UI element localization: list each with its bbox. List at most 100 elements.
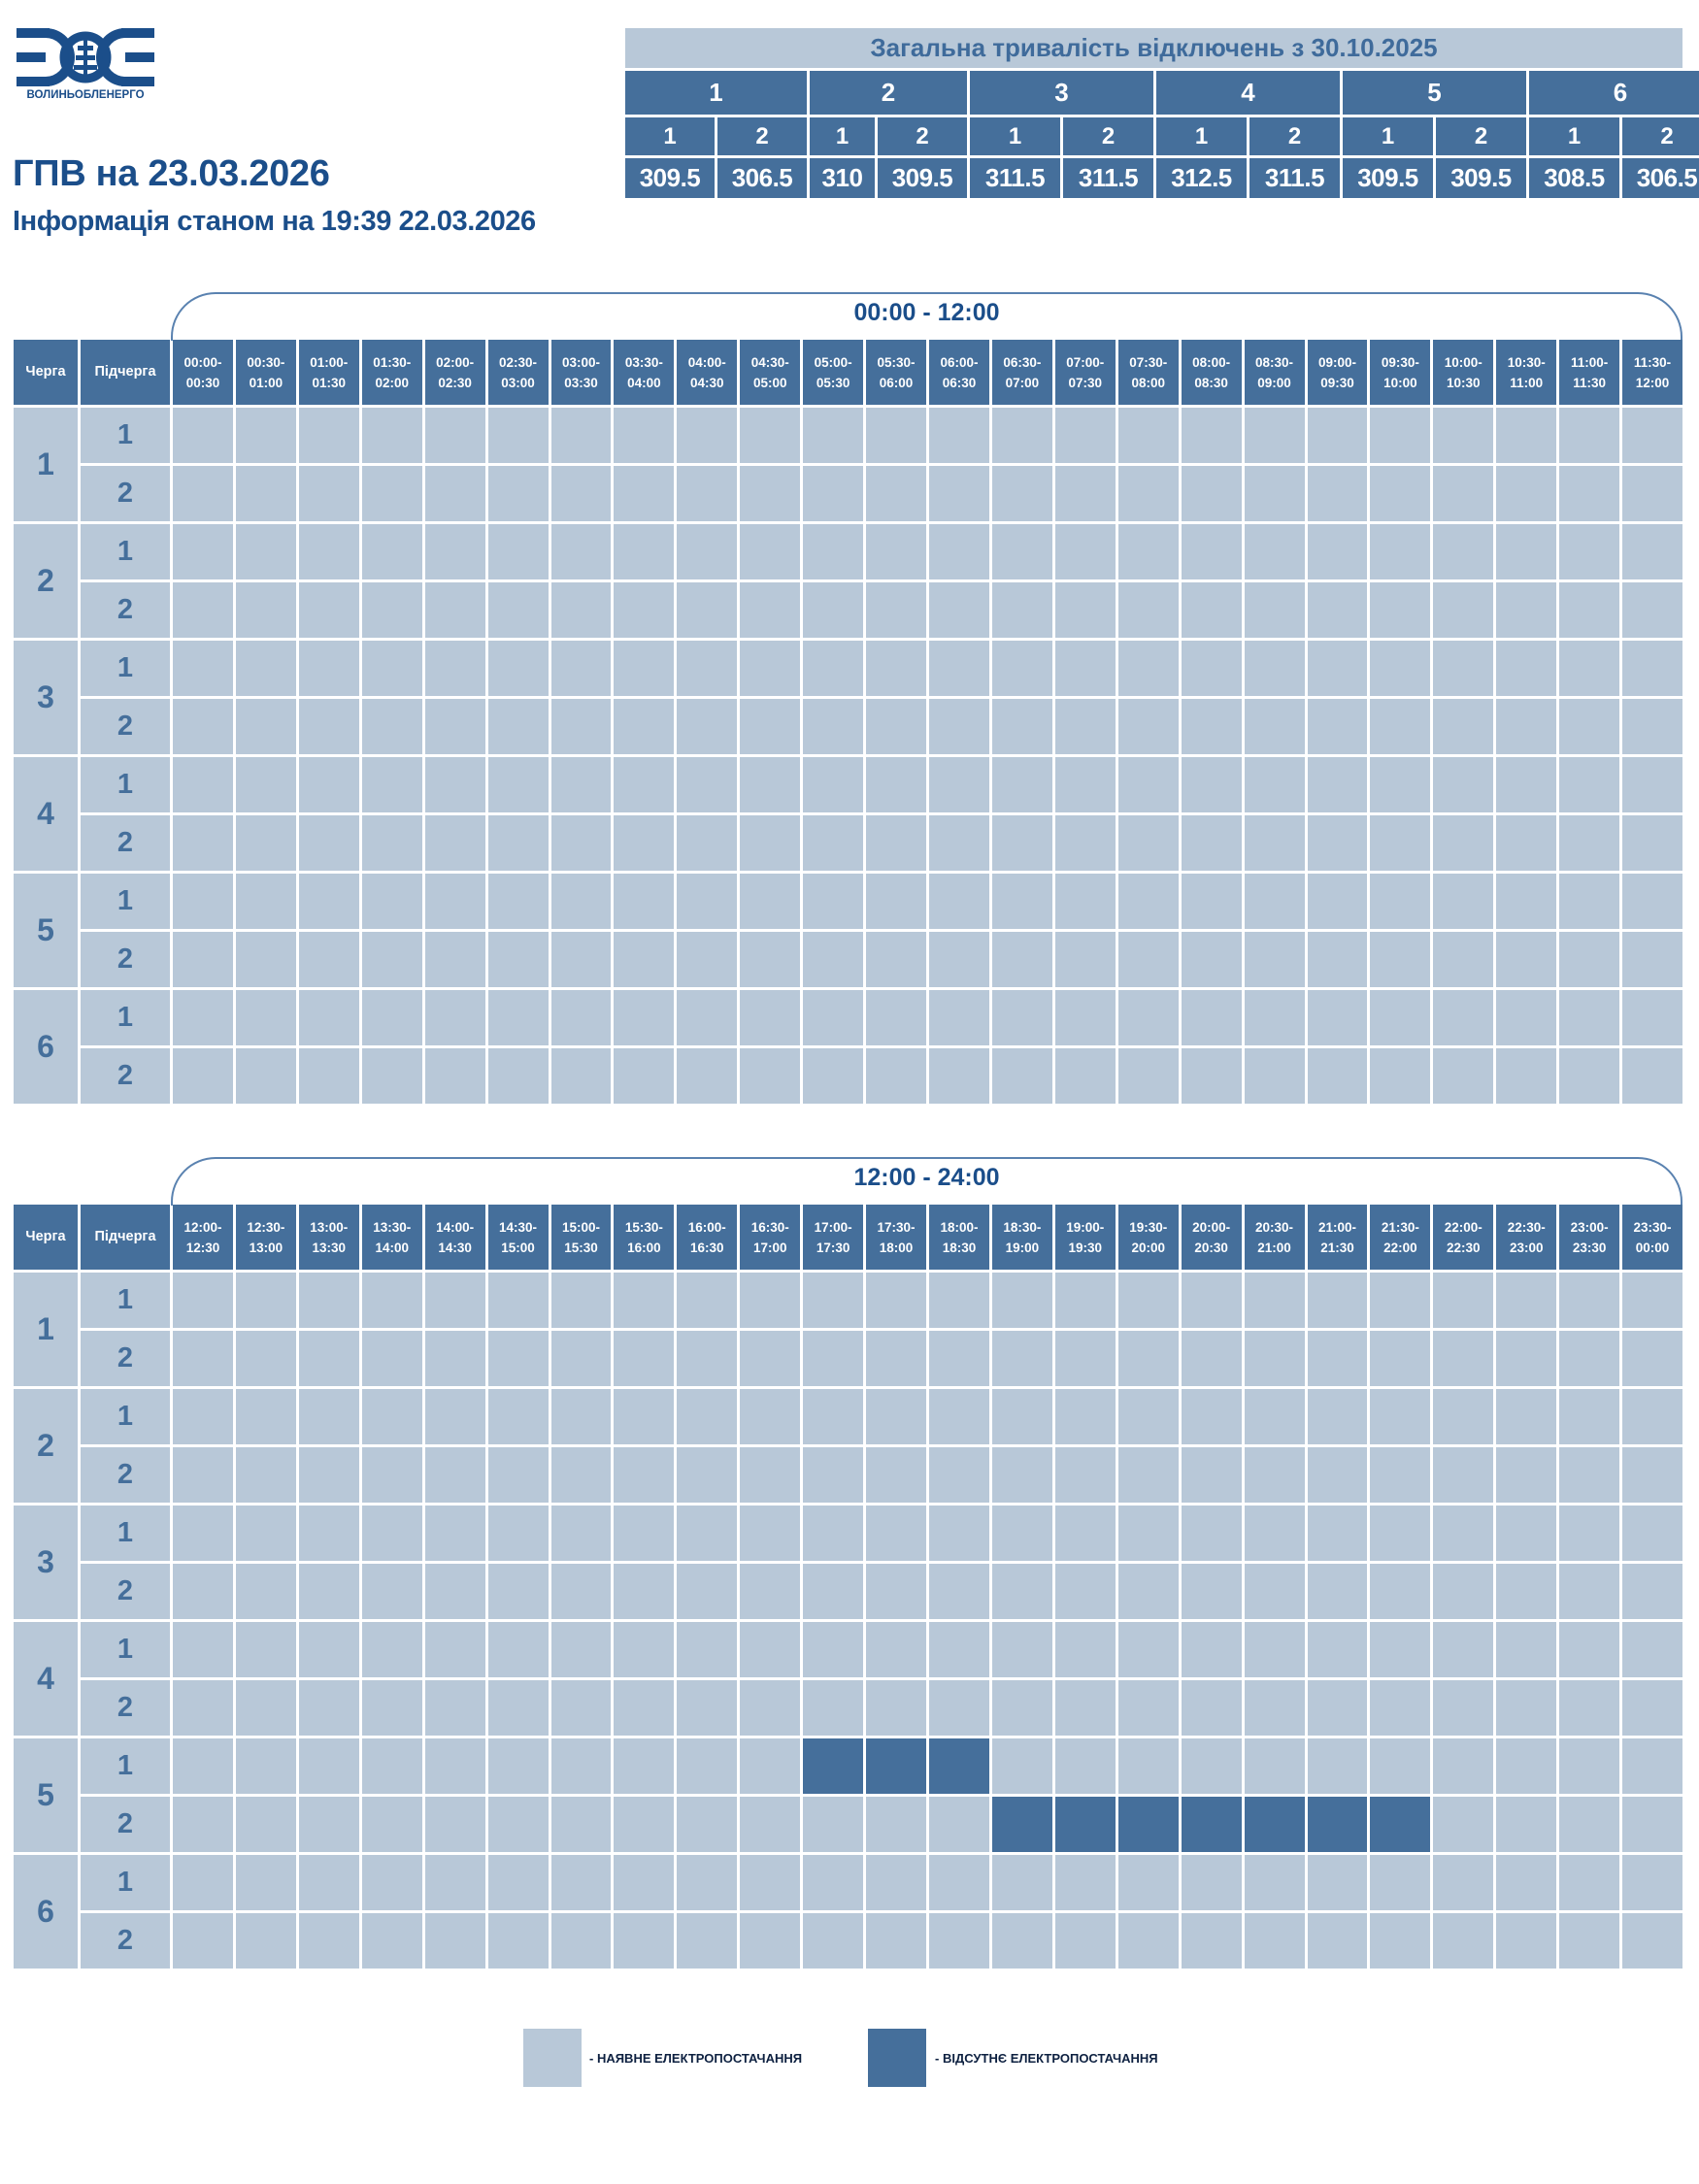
- company-logo: ВОЛИНЬОБЛЕНЕРГО: [17, 28, 154, 100]
- slot-power-on: [803, 466, 864, 521]
- slot-power-on: [1054, 1447, 1116, 1503]
- time-slot-label: 21:00-21:30: [1317, 1219, 1356, 1255]
- slot-power-on: [550, 757, 612, 812]
- slot-power-on: [487, 1506, 549, 1561]
- slot-power-on: [235, 1738, 296, 1794]
- time-slot-label: 06:30-07:00: [1003, 354, 1042, 390]
- slot-power-on: [487, 1855, 549, 1910]
- time-slot-label: 01:00-01:30: [310, 354, 349, 390]
- slot-power-on: [803, 874, 864, 929]
- slot-power-on: [361, 1389, 422, 1444]
- subqueue-number: 2: [81, 699, 170, 754]
- slot-power-on: [487, 1048, 549, 1104]
- slot-power-on: [740, 757, 801, 812]
- subqueue-number: 2: [81, 815, 170, 871]
- slot-power-on: [173, 757, 233, 812]
- slot-power-on: [1181, 1447, 1242, 1503]
- slot-power-on: [866, 874, 926, 929]
- slot-power-on: [991, 524, 1052, 579]
- slot-power-on: [1559, 1389, 1620, 1444]
- slot-power-on: [1559, 1797, 1620, 1852]
- time-slot-label: 05:00-05:30: [814, 354, 852, 390]
- slot-power-on: [1307, 1048, 1368, 1104]
- slot-power-on: [1054, 874, 1116, 929]
- slot-power-on: [1244, 641, 1305, 696]
- slot-power-on: [1244, 408, 1305, 463]
- slot-power-on: [235, 757, 296, 812]
- slot-power-on: [929, 466, 989, 521]
- slot-power-on: [424, 582, 485, 638]
- slot-power-on: [1496, 757, 1557, 812]
- time-slot-label: 08:00-08:30: [1192, 354, 1231, 390]
- slot-power-on: [803, 757, 864, 812]
- slot-power-on: [1559, 932, 1620, 987]
- slot-power-on: [1496, 1680, 1557, 1736]
- time-slot-header: 06:00-06:30: [929, 340, 989, 405]
- slot-power-on: [614, 1331, 675, 1386]
- slot-power-on: [1181, 408, 1242, 463]
- legend-power-on-swatch: [523, 2029, 582, 2087]
- subqueue-number: 1: [81, 1622, 170, 1677]
- slot-power-on: [677, 408, 738, 463]
- time-slot-label: 02:30-03:00: [499, 354, 538, 390]
- slot-power-on: [424, 524, 485, 579]
- total-hours-value: 311.5: [1063, 158, 1153, 198]
- total-hours-value: 308.5: [1529, 158, 1619, 198]
- slot-power-on: [1307, 1855, 1368, 1910]
- queue-header: 5: [1343, 71, 1526, 115]
- time-slot-label: 13:00-13:30: [310, 1219, 349, 1255]
- slot-power-on: [1054, 815, 1116, 871]
- slot-power-on: [677, 1855, 738, 1910]
- slot-power-off: [866, 1738, 926, 1794]
- time-slot-header: 03:00-03:30: [550, 340, 612, 405]
- subqueue-header: 2: [878, 117, 967, 155]
- subqueue-number: 2: [81, 1797, 170, 1852]
- slot-power-on: [1117, 1506, 1179, 1561]
- slot-power-on: [866, 641, 926, 696]
- slot-power-on: [1370, 1680, 1431, 1736]
- slot-power-on: [1433, 1855, 1494, 1910]
- slot-power-on: [1244, 1564, 1305, 1619]
- total-hours-value: 309.5: [878, 158, 967, 198]
- slot-power-on: [803, 582, 864, 638]
- queue-header: 6: [1529, 71, 1699, 115]
- slot-power-on: [1181, 874, 1242, 929]
- subqueue-header: 1: [625, 117, 715, 155]
- slot-power-on: [361, 1048, 422, 1104]
- slot-power-on: [550, 815, 612, 871]
- slot-power-on: [1307, 582, 1368, 638]
- slot-power-on: [740, 990, 801, 1045]
- slot-power-on: [1307, 990, 1368, 1045]
- slot-power-on: [1559, 582, 1620, 638]
- subqueue-header: 1: [970, 117, 1060, 155]
- slot-power-on: [1559, 1506, 1620, 1561]
- slot-power-on: [1370, 1913, 1431, 1969]
- time-slot-label: 19:00-19:30: [1066, 1219, 1105, 1255]
- slot-power-on: [866, 524, 926, 579]
- queue-column-header: Черга: [14, 1205, 78, 1270]
- slot-power-on: [1117, 1564, 1179, 1619]
- slot-power-on: [991, 1447, 1052, 1503]
- time-slot-label: 03:00-03:30: [561, 354, 600, 390]
- slot-power-off: [929, 1738, 989, 1794]
- range-label: 00:00 - 12:00: [853, 299, 1000, 326]
- slot-power-on: [550, 1622, 612, 1677]
- slot-power-on: [550, 524, 612, 579]
- subqueue-number: 1: [81, 757, 170, 812]
- info-timestamp: Інформація станом на 19:39 22.03.2026: [13, 206, 536, 237]
- queue-column-header: Черга: [14, 340, 78, 405]
- time-slot-label: 08:30-09:00: [1255, 354, 1294, 390]
- slot-power-on: [866, 1389, 926, 1444]
- totals-title: Загальна тривалість відключень з 30.10.2…: [625, 28, 1682, 68]
- time-slot-label: 12:30-13:00: [247, 1219, 285, 1255]
- time-slot-header: 19:30-20:00: [1117, 1205, 1179, 1270]
- slot-power-on: [929, 874, 989, 929]
- queue-number: 1: [14, 408, 78, 521]
- slot-power-on: [298, 874, 359, 929]
- slot-power-on: [866, 408, 926, 463]
- subqueue-number: 2: [81, 1680, 170, 1736]
- slot-power-on: [803, 1273, 864, 1328]
- time-slot-header: 05:00-05:30: [803, 340, 864, 405]
- slot-power-on: [424, 1048, 485, 1104]
- slot-power-on: [1181, 1680, 1242, 1736]
